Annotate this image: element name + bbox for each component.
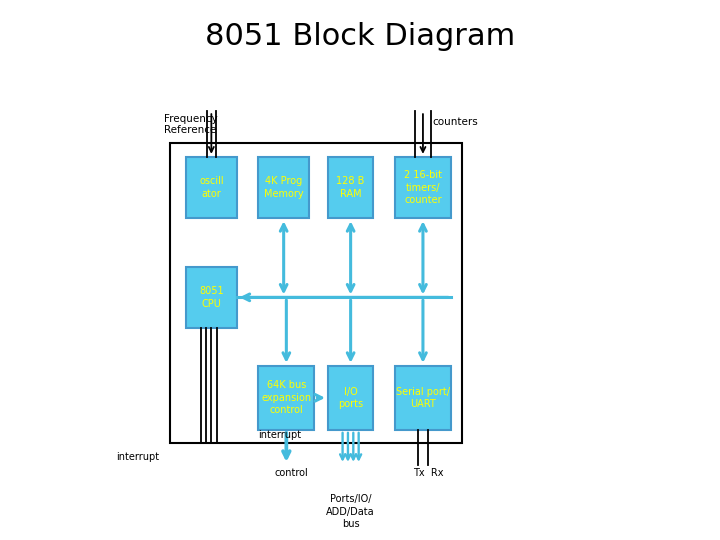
Bar <box>258 366 315 430</box>
Bar <box>328 366 374 430</box>
Bar <box>186 157 237 218</box>
Text: 2 16-bit
timers/
counter: 2 16-bit timers/ counter <box>404 170 442 205</box>
Text: interrupt: interrupt <box>116 452 159 462</box>
Text: oscill
ator: oscill ator <box>199 177 224 199</box>
Text: interrupt: interrupt <box>258 430 302 440</box>
Text: I/O
ports: I/O ports <box>338 387 363 409</box>
Text: 4K Prog
Memory: 4K Prog Memory <box>264 177 303 199</box>
Bar <box>328 157 374 218</box>
Bar <box>258 157 309 218</box>
Text: Tx  Rx: Tx Rx <box>413 468 444 478</box>
Bar <box>395 157 451 218</box>
Text: Serial port/
UART: Serial port/ UART <box>396 387 450 409</box>
Text: control: control <box>275 468 309 478</box>
Bar <box>186 267 237 328</box>
Text: 8051
CPU: 8051 CPU <box>199 286 224 308</box>
Text: Ports/IO/
ADD/Data
bus: Ports/IO/ ADD/Data bus <box>326 494 375 529</box>
Text: Frequency
Reference: Frequency Reference <box>164 114 218 136</box>
Text: counters: counters <box>432 117 478 127</box>
Bar <box>395 366 451 430</box>
Text: 128 B
RAM: 128 B RAM <box>336 177 365 199</box>
Text: 8051 Block Diagram: 8051 Block Diagram <box>205 22 515 51</box>
Text: 64K bus
expansion
control: 64K bus expansion control <box>261 380 312 415</box>
Bar <box>170 143 462 443</box>
